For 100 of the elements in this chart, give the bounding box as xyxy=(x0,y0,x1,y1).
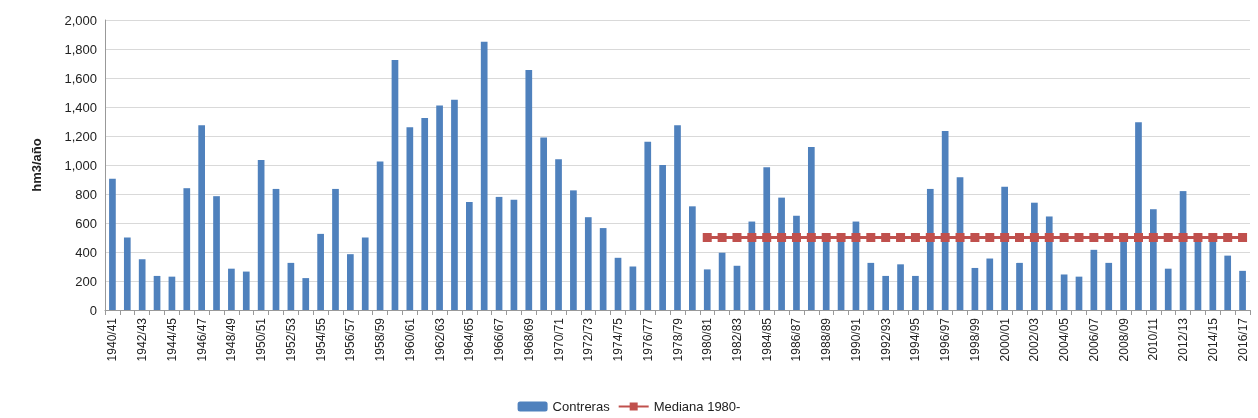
y-tick-label: 1,000 xyxy=(64,157,97,173)
bar xyxy=(555,159,562,310)
bar xyxy=(926,188,934,310)
x-tick-label: 2016/17 xyxy=(1235,317,1250,362)
bar xyxy=(1031,202,1038,310)
bar xyxy=(198,125,205,310)
x-tick-label: 2008/09 xyxy=(1116,317,1131,362)
x-tick-label: 2000/01 xyxy=(997,317,1012,362)
bar xyxy=(1150,209,1157,310)
bar xyxy=(109,178,116,310)
bar xyxy=(242,271,250,310)
bar xyxy=(302,278,310,310)
bar xyxy=(257,159,265,310)
y-tick-label: 2,000 xyxy=(64,12,97,28)
bar xyxy=(421,117,429,310)
bar xyxy=(703,269,711,310)
x-tick-label: 1972/73 xyxy=(581,317,596,362)
x-tick-label: 1964/65 xyxy=(462,317,477,362)
bar xyxy=(406,127,414,310)
x-tick-label: 1998/99 xyxy=(967,317,982,362)
x-tick-label: 1946/47 xyxy=(194,317,209,362)
x-tick-label: 1996/97 xyxy=(938,317,953,362)
bar xyxy=(376,161,384,310)
bar xyxy=(317,233,324,310)
bar xyxy=(495,196,503,310)
bar xyxy=(584,217,592,310)
y-tick-label: 1,800 xyxy=(64,41,97,57)
x-tick-label: 1968/69 xyxy=(521,317,536,362)
bar xyxy=(897,264,904,310)
x-tick-label: 1994/95 xyxy=(908,317,923,362)
bar xyxy=(1105,262,1113,310)
bar xyxy=(480,41,488,310)
bar xyxy=(287,262,295,310)
bar xyxy=(644,141,652,310)
bar xyxy=(1001,186,1008,310)
x-tick-label: 1940/41 xyxy=(105,317,120,362)
bar xyxy=(912,275,919,310)
x-tick-label: 1978/79 xyxy=(670,317,685,362)
x-tick-label: 1976/77 xyxy=(640,317,655,362)
y-tick-label: 1,200 xyxy=(64,128,97,144)
bar xyxy=(332,188,339,310)
bar xyxy=(659,165,666,310)
x-tick-label: 1974/75 xyxy=(611,317,626,362)
legend-label: Mediana 1980- xyxy=(653,399,741,414)
x-tick-label: 2014/15 xyxy=(1205,317,1220,362)
y-tick-label: 600 xyxy=(75,215,97,231)
y-tick-label: 800 xyxy=(75,186,97,202)
bar xyxy=(540,137,548,310)
bar xyxy=(1224,255,1232,310)
x-tick-label: 1944/45 xyxy=(164,317,179,362)
bar xyxy=(361,237,369,310)
x-tick-label: 1958/59 xyxy=(373,317,388,362)
x-tick-label: 1956/57 xyxy=(343,317,358,362)
x-tick-label: 1992/93 xyxy=(878,317,893,362)
x-tick-label: 1954/55 xyxy=(313,317,328,362)
bar xyxy=(986,258,994,310)
y-tick-label: 1,400 xyxy=(64,99,97,115)
x-tick-label: 1986/87 xyxy=(789,317,804,362)
bar xyxy=(525,70,533,310)
bar xyxy=(451,99,458,310)
bar xyxy=(213,196,220,310)
bar xyxy=(391,59,399,310)
x-tick-label: 2004/05 xyxy=(1057,317,1072,362)
x-tick-label: 2002/03 xyxy=(1027,317,1042,362)
y-tick-label: 1,600 xyxy=(64,70,97,86)
x-tick-label: 1984/85 xyxy=(759,317,774,362)
bar xyxy=(1016,262,1023,310)
bar xyxy=(689,206,696,310)
x-tick-label: 2012/13 xyxy=(1176,317,1191,362)
y-tick-label: 400 xyxy=(75,244,97,260)
bar xyxy=(123,237,131,310)
x-tick-label: 1942/43 xyxy=(135,317,150,362)
y-tick-label: 0 xyxy=(89,302,97,318)
x-tick-label: 1980/81 xyxy=(700,317,715,362)
bar xyxy=(138,259,146,310)
y-axis-title: hm3/año xyxy=(29,138,44,192)
x-tick-label: 2006/07 xyxy=(1086,317,1101,362)
bar xyxy=(941,130,949,310)
bar xyxy=(510,199,518,310)
bar xyxy=(778,197,785,310)
legend-label: Contreras xyxy=(552,399,611,414)
bar xyxy=(882,275,890,310)
bar xyxy=(183,188,191,310)
y-tick-label: 200 xyxy=(75,273,97,289)
x-tick-label: 1960/61 xyxy=(402,317,417,362)
x-tick-label: 2010/11 xyxy=(1146,317,1161,361)
bar xyxy=(228,268,235,310)
bar xyxy=(674,125,681,310)
x-tick-label: 1990/91 xyxy=(848,317,863,362)
bar xyxy=(436,105,443,310)
x-tick-label: 1950/51 xyxy=(254,317,269,362)
bar xyxy=(1135,122,1142,310)
bar xyxy=(347,254,354,310)
x-tick-label: 1966/67 xyxy=(492,317,507,362)
bar xyxy=(971,267,979,310)
x-tick-label: 1948/49 xyxy=(224,317,239,362)
bar xyxy=(1164,268,1172,310)
bar xyxy=(1060,274,1068,310)
x-tick-label: 1988/89 xyxy=(819,317,834,362)
bar xyxy=(763,167,771,310)
